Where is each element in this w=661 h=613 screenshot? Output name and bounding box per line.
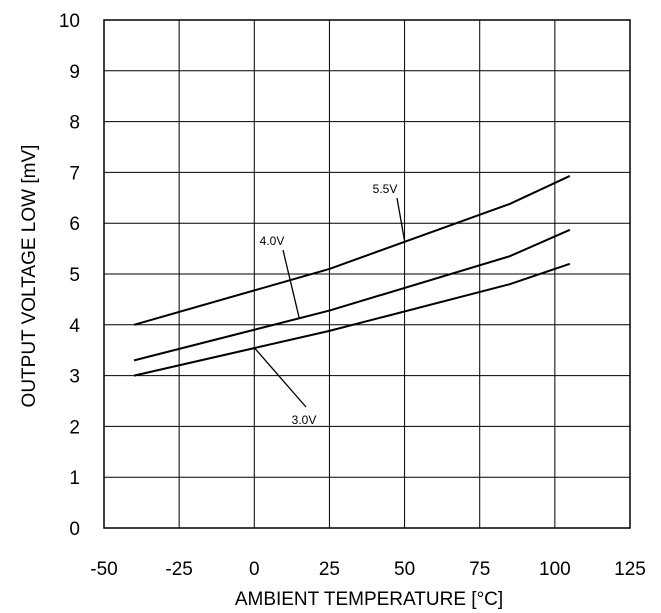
y-tick-label: 3 (69, 367, 80, 388)
y-tick-label: 4 (69, 316, 80, 337)
y-tick-label: 2 (69, 417, 80, 438)
x-tick-label: 0 (249, 559, 260, 580)
x-tick-label: -25 (165, 559, 192, 580)
series-annotations: 5.5V 4.0V 3.0V (253, 182, 406, 427)
plot-frame (103, 19, 631, 529)
y-tick-label: 8 (69, 113, 80, 134)
y-tick-label: 5 (69, 265, 80, 286)
x-tick-label: -50 (90, 559, 117, 580)
annotation-label: 4.0V (260, 234, 285, 248)
y-tick-label: 10 (59, 11, 80, 32)
x-tick-label: 100 (539, 559, 571, 580)
y-tick-label: 6 (69, 214, 80, 235)
y-tick-label: 0 (69, 519, 80, 540)
x-tick-label: 75 (469, 559, 490, 580)
x-tick-label: 125 (614, 559, 646, 580)
annotation-leader-line (396, 197, 406, 242)
y-tick-label: 7 (69, 163, 80, 184)
x-tick-label: 25 (319, 559, 340, 580)
annotation-leader-line (282, 249, 301, 319)
annotation-label: 3.0V (292, 413, 317, 427)
y-tick-label: 1 (69, 468, 80, 489)
series-line-3-0v (133, 262, 571, 377)
series-line-5-5v (133, 175, 571, 326)
grid (104, 20, 630, 528)
y-axis-title: OUTPUT VOLTAGE LOW [mV] (19, 145, 40, 408)
x-axis-title: AMBIENT TEMPERATURE [°C] (235, 589, 503, 610)
annotation-label: 5.5V (373, 182, 398, 196)
series-lines (133, 175, 571, 377)
annotation-leader-line (253, 347, 307, 408)
series-line-4-0v (133, 228, 571, 362)
y-tick-label: 9 (69, 62, 80, 83)
tick-labels: -50 -25 0 25 50 75 100 125 0 1 2 3 4 5 6 7 8 9 10 (59, 11, 646, 580)
x-tick-label: 50 (394, 559, 415, 580)
